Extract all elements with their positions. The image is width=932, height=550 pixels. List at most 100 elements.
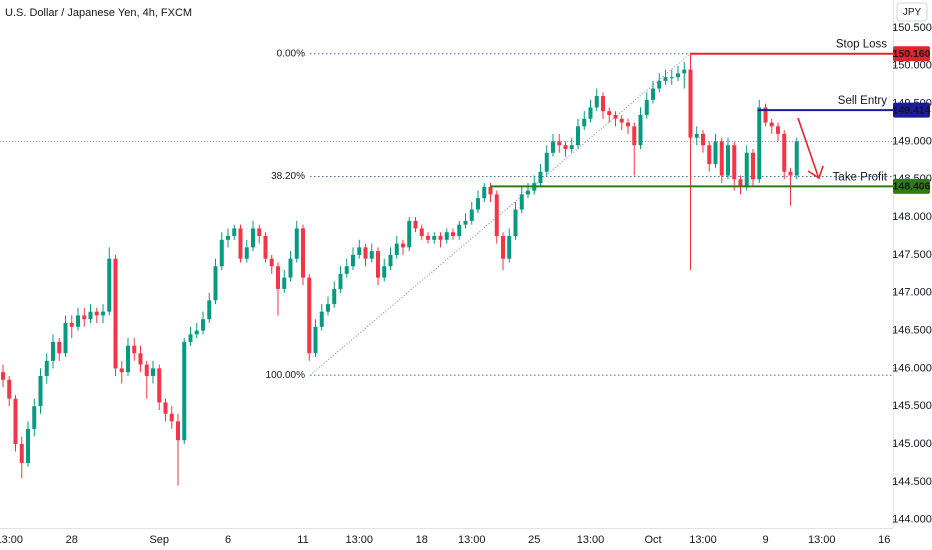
- trade-level-name: Take Profit: [833, 171, 888, 183]
- candle-body: [513, 209, 518, 237]
- candle-body: [226, 236, 230, 240]
- candle-body: [519, 194, 524, 210]
- candle-body: [338, 273, 343, 289]
- candle-body: [476, 198, 480, 210]
- candle-body: [107, 258, 112, 312]
- y-tick-label: 146.000: [892, 362, 932, 374]
- y-tick-label: 147.000: [892, 287, 932, 299]
- candle-body: [526, 190, 530, 195]
- trade-level-name: Sell Entry: [838, 95, 887, 107]
- candle-body: [182, 341, 187, 441]
- candle-body: [269, 258, 274, 267]
- candle-body: [494, 194, 499, 237]
- candle-body: [32, 406, 37, 429]
- candle-body: [294, 228, 299, 259]
- candle-body: [301, 228, 305, 278]
- candle-body: [501, 236, 505, 259]
- candle-body: [188, 334, 193, 342]
- candle-body: [138, 353, 143, 365]
- candle-body: [538, 171, 543, 184]
- candle-body: [19, 444, 24, 463]
- candle-body: [113, 258, 118, 369]
- candle-body: [163, 402, 168, 414]
- price-label-box: [893, 46, 930, 62]
- candle-body: [282, 277, 287, 289]
- candle-body: [601, 96, 605, 112]
- x-tick-label: Oct: [644, 534, 661, 546]
- candle-body: [482, 186, 487, 199]
- x-tick-label: 13:00: [689, 534, 717, 546]
- y-tick-label: 147.500: [892, 249, 932, 261]
- candle-body: [257, 228, 262, 237]
- candle-body: [544, 152, 549, 172]
- chart-title: U.S. Dollar / Japanese Yen, 4h, FXCM: [5, 7, 192, 19]
- candle-body: [676, 73, 680, 78]
- candle-body: [657, 80, 662, 89]
- candle-body: [288, 258, 293, 278]
- x-tick-label: 6: [225, 534, 231, 546]
- x-tick-label: 13:00: [0, 534, 23, 546]
- price-label: 149.414: [893, 104, 931, 116]
- y-tick-label: 145.500: [892, 400, 932, 412]
- y-tick-label: 145.000: [892, 438, 932, 450]
- candle-body: [382, 266, 387, 278]
- candle-body: [638, 114, 643, 146]
- candle-body: [313, 326, 318, 354]
- price-label: 148.406: [893, 181, 931, 193]
- y-tick-label: 149.000: [892, 135, 932, 147]
- candle-body: [426, 236, 430, 240]
- x-tick-label: 13:00: [577, 534, 605, 546]
- candle-body: [419, 228, 424, 237]
- candle-body: [413, 220, 418, 229]
- candle-body: [238, 228, 243, 259]
- candle-body: [788, 171, 793, 176]
- candle-body: [1, 372, 5, 380]
- candle-body: [57, 341, 62, 354]
- candle-body: [244, 247, 249, 259]
- candle-body: [619, 118, 624, 123]
- candle-body: [569, 145, 574, 150]
- candle-body: [351, 254, 355, 267]
- y-tick-label: 144.500: [892, 476, 932, 488]
- candle-body: [213, 266, 218, 301]
- fib-label: 38.20%: [271, 171, 305, 182]
- candle-body: [326, 304, 330, 312]
- candle-body: [651, 88, 655, 100]
- candle-body: [582, 118, 587, 127]
- candle-body: [126, 345, 130, 373]
- candle-body: [688, 69, 693, 138]
- candle-body: [438, 236, 443, 240]
- candle-body: [94, 311, 99, 316]
- candle-body: [344, 266, 349, 274]
- fib-trend-line: [309, 53, 691, 376]
- candle-body: [701, 133, 705, 146]
- x-tick-label: 25: [528, 534, 540, 546]
- candle-body: [251, 228, 255, 248]
- candle-body: [169, 413, 174, 422]
- candle-body: [307, 277, 312, 354]
- candle-body: [738, 179, 743, 187]
- candle-body: [444, 232, 449, 240]
- candle-body: [463, 220, 468, 225]
- candle-body: [663, 77, 668, 81]
- candle-body: [88, 311, 93, 320]
- candle-body: [719, 141, 724, 176]
- y-tick-label: 146.500: [892, 324, 932, 336]
- x-tick-label: 13:00: [458, 534, 486, 546]
- trade-level-name: Stop Loss: [836, 39, 887, 51]
- candle-body: [782, 133, 787, 172]
- candle-body: [682, 69, 687, 74]
- candle-body: [101, 311, 105, 316]
- x-tick-label: 28: [66, 534, 78, 546]
- price-label: 150.160: [893, 48, 931, 60]
- candle-body: [376, 251, 380, 278]
- candle-body: [263, 236, 268, 259]
- candle-body: [751, 152, 755, 180]
- candle-body: [319, 311, 324, 327]
- candle-body: [82, 315, 87, 320]
- candle-body: [76, 315, 80, 327]
- candle-body: [632, 126, 637, 146]
- candle-body: [507, 236, 512, 259]
- candle-body: [594, 96, 599, 108]
